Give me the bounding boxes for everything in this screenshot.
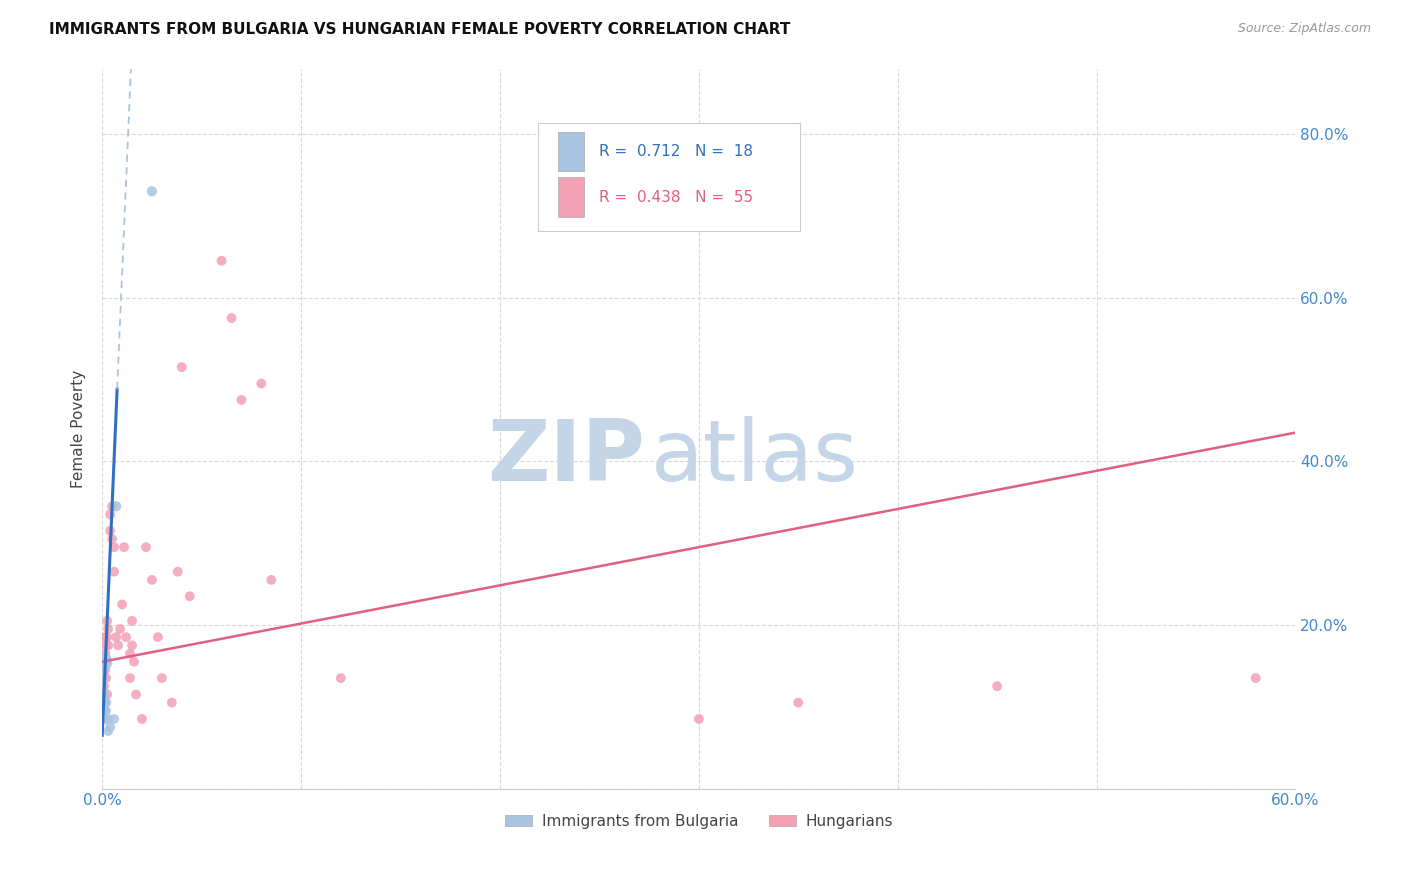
- Text: atlas: atlas: [651, 416, 859, 499]
- Point: [91, 655, 114, 669]
- Point: [94, 647, 117, 661]
- Point: [96, 630, 118, 644]
- FancyBboxPatch shape: [537, 122, 800, 230]
- Point: [103, 540, 125, 554]
- Point: [96, 688, 118, 702]
- Point: [97, 712, 120, 726]
- Point: [93, 696, 115, 710]
- Point: [221, 311, 243, 326]
- Point: [97, 724, 120, 739]
- Point: [103, 712, 125, 726]
- Legend: Immigrants from Bulgaria, Hungarians: Immigrants from Bulgaria, Hungarians: [499, 807, 898, 835]
- Point: [98, 524, 121, 538]
- Point: [96, 655, 118, 669]
- Y-axis label: Female Poverty: Female Poverty: [72, 369, 86, 488]
- FancyBboxPatch shape: [558, 132, 585, 171]
- Point: [96, 671, 118, 685]
- Point: [131, 712, 153, 726]
- Point: [96, 638, 118, 652]
- Point: [91, 671, 114, 685]
- Point: [101, 532, 124, 546]
- Point: [91, 679, 114, 693]
- Point: [111, 598, 134, 612]
- Point: [96, 696, 118, 710]
- Point: [93, 696, 115, 710]
- Point: [787, 696, 810, 710]
- Point: [115, 630, 138, 644]
- Text: Source: ZipAtlas.com: Source: ZipAtlas.com: [1237, 22, 1371, 36]
- Point: [166, 565, 188, 579]
- Point: [97, 638, 120, 652]
- Point: [121, 614, 143, 628]
- Point: [170, 360, 193, 375]
- Text: IMMIGRANTS FROM BULGARIA VS HUNGARIAN FEMALE POVERTY CORRELATION CHART: IMMIGRANTS FROM BULGARIA VS HUNGARIAN FE…: [49, 22, 790, 37]
- Point: [93, 663, 115, 677]
- Point: [93, 679, 115, 693]
- Point: [91, 671, 114, 685]
- Point: [96, 704, 118, 718]
- Point: [96, 712, 118, 726]
- Point: [121, 638, 143, 652]
- Point: [160, 696, 183, 710]
- Point: [329, 671, 352, 685]
- Point: [118, 647, 141, 661]
- Point: [135, 540, 157, 554]
- Point: [108, 622, 131, 636]
- Point: [141, 573, 163, 587]
- Point: [211, 253, 233, 268]
- Point: [150, 671, 173, 685]
- Point: [986, 679, 1008, 693]
- Text: R =  0.438   N =  55: R = 0.438 N = 55: [599, 189, 752, 204]
- Point: [1244, 671, 1267, 685]
- Point: [125, 688, 148, 702]
- Point: [179, 589, 201, 603]
- Point: [101, 500, 124, 514]
- Point: [94, 704, 117, 718]
- Point: [107, 638, 129, 652]
- Text: ZIP: ZIP: [488, 416, 645, 499]
- Point: [146, 630, 169, 644]
- Point: [250, 376, 273, 391]
- Point: [122, 655, 145, 669]
- Point: [105, 500, 128, 514]
- Text: R =  0.712   N =  18: R = 0.712 N = 18: [599, 145, 752, 159]
- Point: [260, 573, 283, 587]
- Point: [97, 622, 120, 636]
- Point: [93, 712, 115, 726]
- Point: [98, 720, 121, 734]
- FancyBboxPatch shape: [558, 178, 585, 217]
- Point: [103, 565, 125, 579]
- Point: [688, 712, 710, 726]
- Point: [93, 688, 115, 702]
- Point: [231, 392, 253, 407]
- Point: [94, 630, 117, 644]
- Point: [91, 688, 114, 702]
- Point: [98, 508, 121, 522]
- Point: [105, 630, 128, 644]
- Point: [91, 655, 114, 669]
- Point: [112, 540, 135, 554]
- Point: [94, 696, 117, 710]
- Point: [91, 663, 114, 677]
- Point: [96, 614, 118, 628]
- Point: [94, 663, 117, 677]
- Point: [118, 671, 141, 685]
- Point: [141, 184, 163, 198]
- Point: [93, 704, 115, 718]
